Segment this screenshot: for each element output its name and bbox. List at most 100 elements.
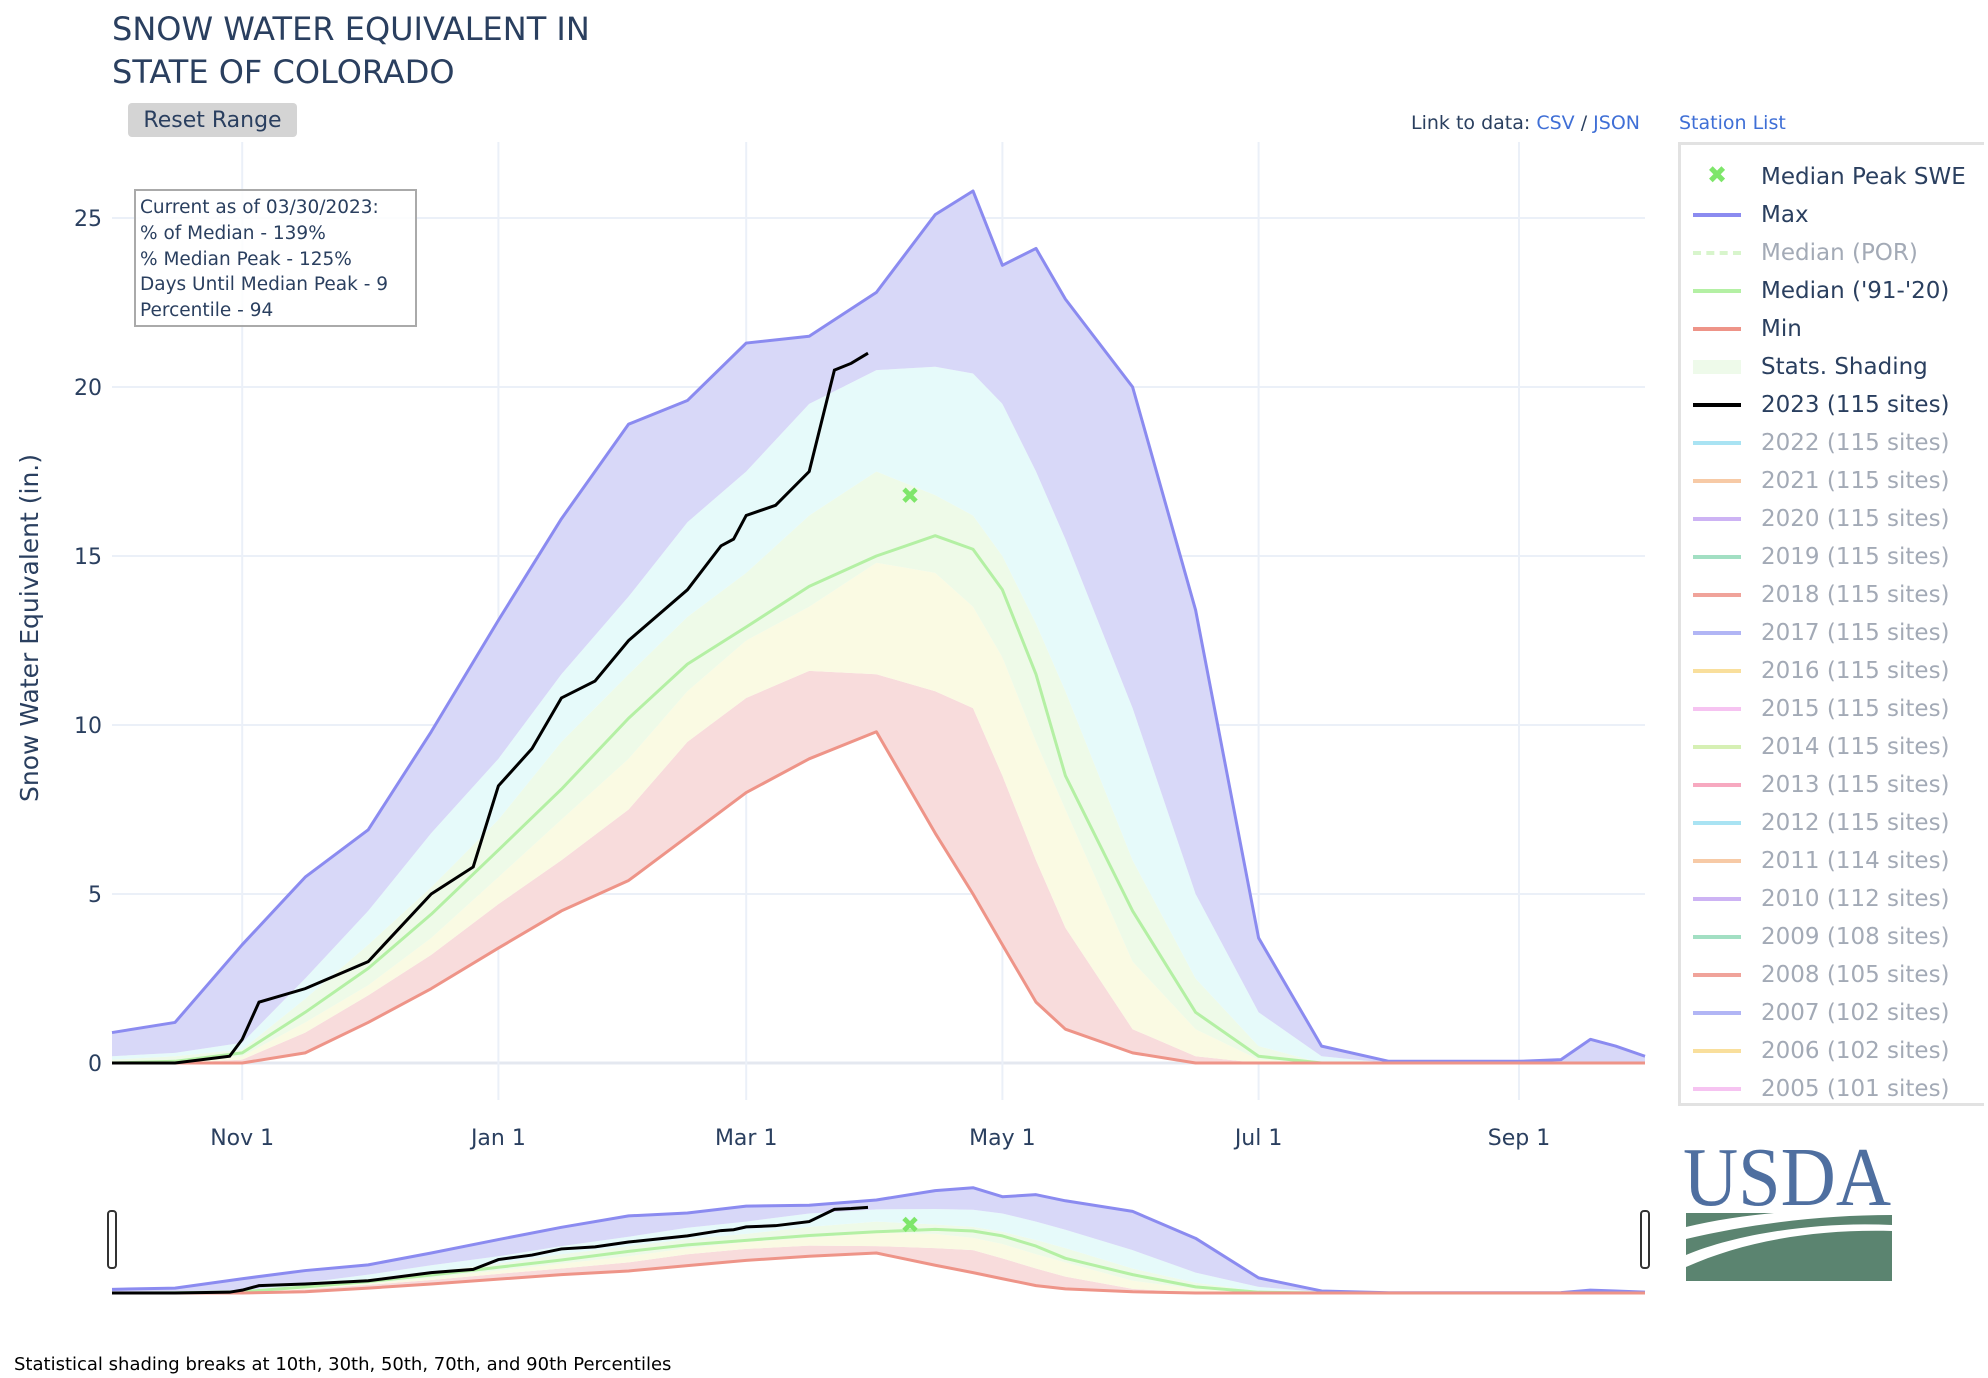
legend-item[interactable]: Min [1693, 311, 1802, 347]
x-tick-label: Jul 1 [1233, 1126, 1283, 1151]
annotation-pct-median: % of Median - 139% [140, 222, 326, 244]
series-line-min[interactable] [112, 1251, 1645, 1295]
series-line-2023[interactable] [112, 1205, 869, 1295]
legend-label: 2018 (115 sites) [1761, 582, 1950, 608]
legend-item[interactable]: 2022 (115 sites) [1693, 425, 1950, 461]
y-axis-title: Snow Water Equivalent (in.) [15, 454, 44, 802]
legend-label: 2015 (115 sites) [1761, 696, 1950, 722]
line-swatch-icon [1693, 669, 1741, 673]
legend-item[interactable]: Median (POR) [1693, 235, 1918, 271]
legend-item[interactable]: 2019 (115 sites) [1693, 539, 1950, 575]
line-swatch-icon [1693, 707, 1741, 711]
legend-item[interactable]: 2005 (101 sites) [1693, 1071, 1950, 1107]
series-line-max[interactable] [111, 189, 1646, 1063]
legend-item[interactable]: 2006 (102 sites) [1693, 1033, 1950, 1069]
y-tick-label: 5 [88, 883, 102, 908]
legend-item[interactable]: 2008 (105 sites) [1693, 957, 1950, 993]
legend-item[interactable]: 2007 (102 sites) [1693, 995, 1950, 1031]
line-swatch-icon [1693, 1011, 1741, 1015]
dashed-line-icon [1693, 251, 1741, 255]
legend-label: 2022 (115 sites) [1761, 430, 1950, 456]
legend-label: 2023 (115 sites) [1761, 392, 1950, 418]
line-swatch-icon [1693, 935, 1741, 939]
x-tick-label: Jan 1 [469, 1126, 526, 1151]
shading-band-p90-max [112, 1187, 1645, 1293]
legend-label: 2006 (102 sites) [1761, 1038, 1950, 1064]
line-swatch-icon [1693, 479, 1741, 483]
main-plot[interactable] [111, 189, 1646, 1065]
legend-label: Median (POR) [1761, 240, 1918, 266]
median-peak-marker[interactable] [902, 487, 918, 503]
range-slider-right-handle[interactable] [1640, 1210, 1650, 1269]
legend-item[interactable]: Stats. Shading [1693, 349, 1928, 385]
legend-item[interactable]: 2023 (115 sites) [1693, 387, 1950, 423]
legend-item[interactable]: 2021 (115 sites) [1693, 463, 1950, 499]
legend-label: 2009 (108 sites) [1761, 924, 1950, 950]
y-tick-label: 15 [74, 545, 102, 570]
legend-item[interactable]: 2017 (115 sites) [1693, 615, 1950, 651]
legend-label: 2012 (115 sites) [1761, 810, 1950, 836]
link-to-data-label: Link to data: [1411, 112, 1531, 134]
line-swatch-icon [1693, 783, 1741, 787]
x-tick-label: Nov 1 [210, 1126, 274, 1151]
legend-label: 2017 (115 sites) [1761, 620, 1950, 646]
line-swatch-icon [1693, 593, 1741, 597]
legend-item[interactable]: 2012 (115 sites) [1693, 805, 1950, 841]
shading-band-p10-p30 [112, 562, 1645, 1063]
range-slider-left-handle[interactable] [107, 1210, 117, 1269]
line-swatch-icon [1693, 517, 1741, 521]
usda-logo: USDA [1683, 1131, 1894, 1283]
shading-band-p90-max [112, 190, 1645, 1063]
annotation-percentile: Percentile - 94 [140, 300, 274, 322]
legend-item[interactable]: 2016 (115 sites) [1693, 653, 1950, 689]
line-swatch-icon [1693, 1087, 1741, 1091]
legend-item[interactable]: 2015 (115 sites) [1693, 691, 1950, 727]
legend-label: 2021 (115 sites) [1761, 468, 1950, 494]
x-tick-label: Mar 1 [715, 1126, 778, 1151]
legend-item[interactable]: 2013 (115 sites) [1693, 767, 1950, 803]
x-tick-label: Sep 1 [1488, 1126, 1550, 1151]
legend-label: Max [1761, 202, 1809, 228]
svg-text:USDA: USDA [1684, 1135, 1891, 1224]
legend-label: 2014 (115 sites) [1761, 734, 1950, 760]
legend: ✖ Median Peak SWE Max Median (POR) Median ('… [1678, 142, 1984, 1106]
line-swatch-icon [1693, 859, 1741, 863]
legend-item[interactable]: ✖ Median Peak SWE [1693, 159, 1966, 195]
line-swatch-icon [1693, 327, 1741, 331]
line-swatch-icon [1693, 973, 1741, 977]
csv-link[interactable]: CSV [1536, 112, 1575, 134]
data-links: Link to data: CSV / JSON [1411, 112, 1640, 134]
station-list-link[interactable]: Station List [1679, 112, 1786, 134]
reset-range-button[interactable]: Reset Range [128, 103, 297, 137]
median-peak-marker[interactable] [902, 1216, 918, 1233]
legend-item[interactable]: 2014 (115 sites) [1693, 729, 1950, 765]
legend-label: 2010 (112 sites) [1761, 886, 1950, 912]
legend-label: 2011 (114 sites) [1761, 848, 1950, 874]
line-swatch-icon [1693, 821, 1741, 825]
shading-swatch-icon [1693, 360, 1741, 374]
legend-item[interactable]: 2011 (114 sites) [1693, 843, 1950, 879]
chart-title-line-1: SNOW WATER EQUIVALENT IN [112, 10, 590, 48]
legend-item[interactable]: 2009 (108 sites) [1693, 919, 1950, 955]
legend-label: 2008 (105 sites) [1761, 962, 1950, 988]
x-marker-icon: ✖ [1707, 161, 1728, 189]
line-swatch-icon [1693, 1049, 1741, 1053]
json-link[interactable]: JSON [1593, 112, 1640, 134]
chart-title: SNOW WATER EQUIVALENT IN STATE OF COLORA… [112, 8, 590, 94]
annotation-date: Current as of 03/30/2023: [140, 197, 379, 218]
legend-label: 2005 (101 sites) [1761, 1076, 1950, 1102]
y-tick-label: 20 [74, 376, 102, 401]
legend-item[interactable]: 2010 (112 sites) [1693, 881, 1950, 917]
y-tick-label: 10 [74, 714, 102, 739]
line-swatch-icon [1693, 897, 1741, 901]
legend-item[interactable]: 2018 (115 sites) [1693, 577, 1950, 613]
series-line-min[interactable] [112, 730, 1645, 1065]
range-slider[interactable] [107, 1186, 1650, 1295]
legend-item[interactable]: Max [1693, 197, 1809, 233]
legend-item[interactable]: Median ('91-'20) [1693, 273, 1949, 309]
legend-label: Median Peak SWE [1761, 164, 1966, 190]
legend-label: 2013 (115 sites) [1761, 772, 1950, 798]
series-line-2023[interactable] [112, 351, 869, 1065]
legend-item[interactable]: 2020 (115 sites) [1693, 501, 1950, 537]
